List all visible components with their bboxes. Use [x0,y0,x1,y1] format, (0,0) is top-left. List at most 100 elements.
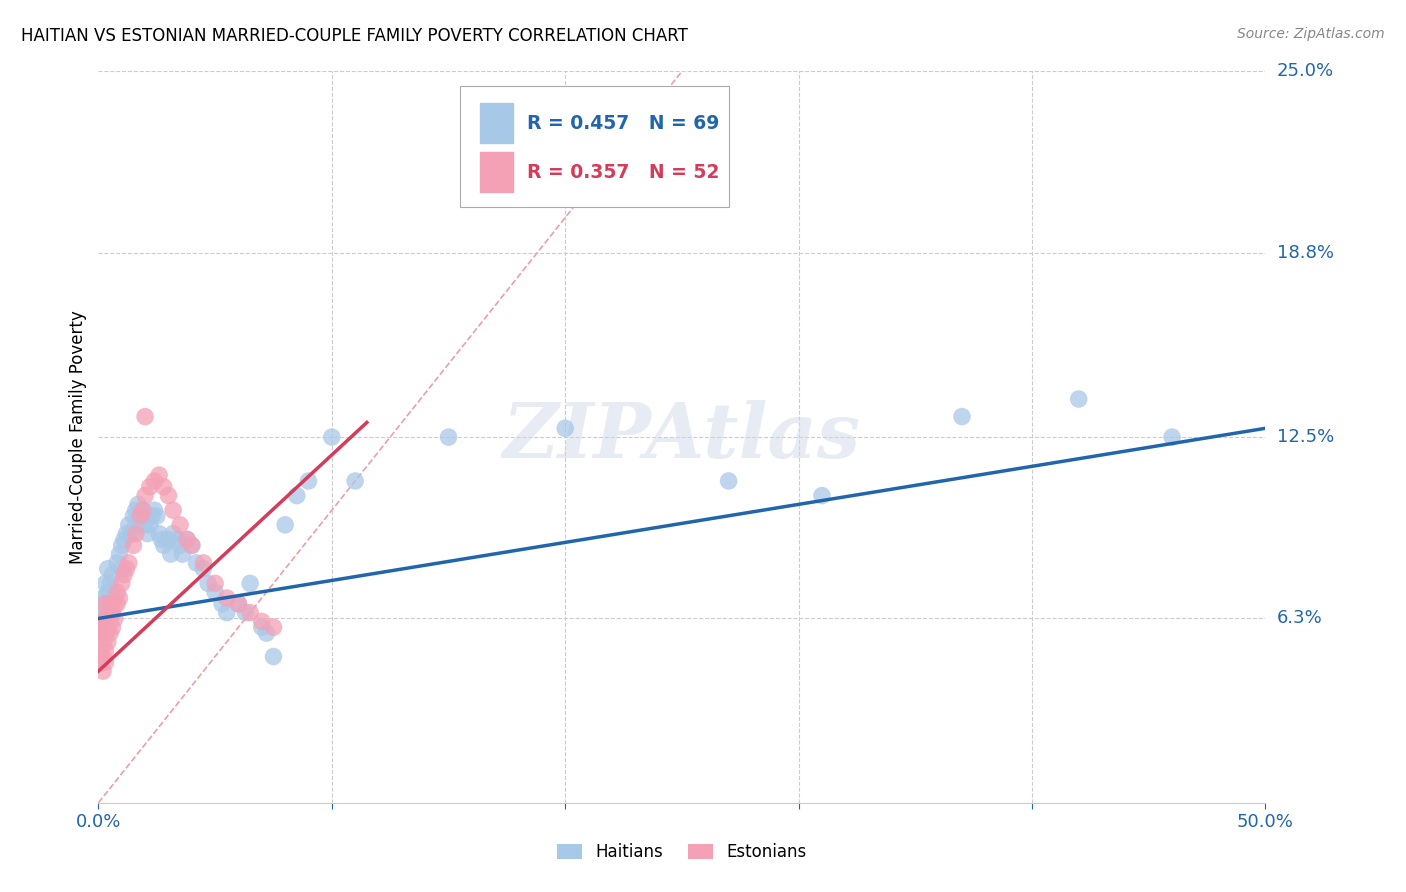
Point [97,635,120,649]
Point [129,509,152,524]
Point [112,567,135,582]
Point [134,489,156,503]
Point [139,517,162,532]
Point [950,409,973,424]
Point [111,562,134,576]
Point [91,591,114,605]
Text: 25.0%: 25.0% [1277,62,1334,80]
Point [176,533,198,547]
Point [118,556,141,570]
Point [91,615,114,629]
Point [105,585,128,599]
Point [215,606,238,620]
Point [146,509,169,524]
Text: 18.8%: 18.8% [1277,244,1333,261]
Point [169,517,191,532]
Point [228,597,250,611]
Text: R = 0.457   N = 69: R = 0.457 N = 69 [527,114,718,133]
Point [554,421,576,435]
Point [91,635,114,649]
Point [157,533,180,547]
Text: R = 0.357   N = 52: R = 0.357 N = 52 [527,163,718,182]
Point [162,526,184,541]
Text: Source: ZipAtlas.com: Source: ZipAtlas.com [1237,27,1385,41]
Point [262,649,284,664]
Point [285,489,308,503]
Point [180,538,202,552]
Point [91,664,114,678]
Point [104,611,127,625]
Point [115,526,138,541]
Point [148,526,170,541]
Point [111,576,134,591]
Point [239,606,262,620]
Point [97,606,120,620]
Point [1067,392,1090,406]
Point [97,620,120,634]
Point [125,503,148,517]
Point [122,538,145,552]
Point [132,503,155,517]
Point [180,538,202,552]
Point [250,615,273,629]
Point [141,509,163,524]
Point [104,597,127,611]
Point [108,591,131,605]
Point [125,517,148,532]
Point [91,649,114,664]
Point [235,606,257,620]
Point [204,585,226,599]
Point [105,556,128,570]
Point [104,591,127,605]
Text: ZIPAtlas: ZIPAtlas [503,401,860,474]
Point [90,620,112,634]
Point [127,497,149,511]
Point [98,626,121,640]
Point [274,517,297,532]
Point [101,606,124,620]
Point [118,517,141,532]
Point [262,620,284,634]
Point [90,626,112,640]
Point [250,620,273,634]
Point [129,509,152,524]
Point [134,517,156,532]
Point [228,597,250,611]
Point [211,597,233,611]
Point [139,480,162,494]
Point [176,533,198,547]
Point [112,533,135,547]
Point [204,576,226,591]
Point [148,468,170,483]
Point [94,611,117,625]
Text: HAITIAN VS ESTONIAN MARRIED-COUPLE FAMILY POVERTY CORRELATION CHART: HAITIAN VS ESTONIAN MARRIED-COUPLE FAMIL… [21,27,688,45]
Point [97,585,120,599]
Point [172,547,194,561]
Point [152,538,174,552]
Point [90,597,112,611]
Point [90,656,112,670]
Point [239,576,262,591]
Point [108,547,131,561]
Point [94,643,117,657]
Point [136,526,159,541]
Point [143,503,166,517]
Point [122,509,145,524]
Point [437,430,460,444]
Point [98,576,121,591]
Point [169,538,191,552]
Point [152,480,174,494]
Point [94,576,117,591]
Y-axis label: Married-Couple Family Poverty: Married-Couple Family Poverty [69,310,87,564]
Text: 12.5%: 12.5% [1277,428,1334,446]
Point [98,606,121,620]
FancyBboxPatch shape [479,103,513,143]
Point [197,576,219,591]
Point [98,597,121,611]
Point [150,533,173,547]
Point [186,556,208,570]
Point [321,430,343,444]
Point [162,503,184,517]
Point [157,489,180,503]
Text: 6.3%: 6.3% [1277,609,1322,627]
